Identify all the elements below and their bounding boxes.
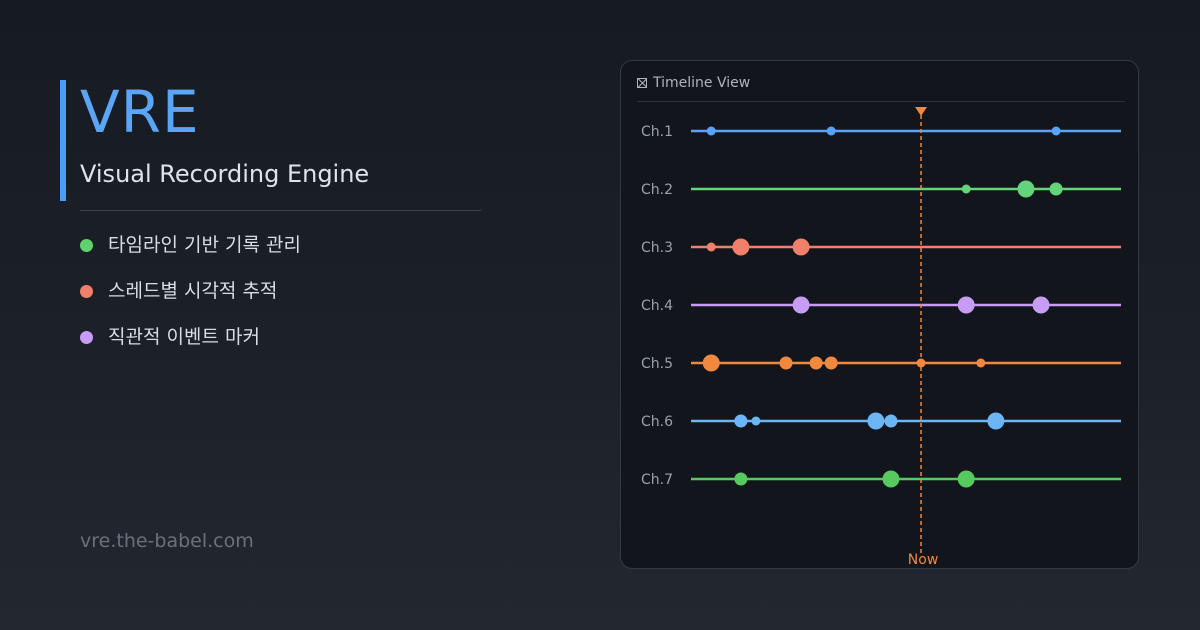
feature-item-event-markers: 직관적 이벤트 마커 [80, 321, 301, 367]
channel-label-3: Ch.3 [641, 240, 673, 256]
timeline-panel: Timeline View Ch.1 Ch.2 Ch.3 Ch.4 Ch.5 Ch.6 Ch… [620, 60, 1139, 569]
channel-label-1: Ch.1 [641, 124, 673, 140]
channel-label-5: Ch.5 [641, 356, 673, 372]
feature-item-timeline: 타임라인 기반 기록 관리 [80, 229, 301, 275]
event-marker-ch6-5 [987, 412, 1005, 430]
event-marker-ch2-1 [961, 184, 971, 194]
app-subtitle: Visual Recording Engine [80, 160, 370, 188]
event-marker-ch5-1 [702, 354, 720, 372]
feature-label: 직관적 이벤트 마커 [108, 326, 260, 348]
app-title: VRE [80, 78, 200, 146]
event-marker-ch5-4 [824, 356, 838, 370]
event-marker-ch1-1 [706, 126, 716, 136]
feature-bullet-icon [80, 331, 93, 344]
event-marker-ch7-1 [734, 472, 748, 486]
section-divider [80, 210, 481, 211]
channel-label-6: Ch.6 [641, 414, 673, 430]
channel-label-7: Ch.7 [641, 472, 673, 488]
event-marker-ch4-2 [957, 296, 975, 314]
event-marker-ch1-3 [1051, 126, 1061, 136]
event-marker-ch4-1 [792, 296, 810, 314]
timeline-panel-header: Timeline View [637, 73, 750, 93]
timeline-panel-title: Timeline View [653, 75, 751, 91]
feature-label: 스레드별 시각적 추적 [108, 280, 278, 302]
event-marker-ch6-2 [751, 416, 761, 426]
now-label: Now [908, 552, 939, 568]
feature-bullet-icon [80, 239, 93, 252]
brand-accent-bar [60, 80, 66, 201]
now-marker-icon [915, 107, 928, 116]
timeline-view-icon [637, 78, 647, 88]
event-marker-ch3-2 [732, 238, 750, 256]
event-marker-ch2-3 [1049, 182, 1063, 196]
event-marker-ch6-3 [867, 412, 885, 430]
feature-item-thread-tracking: 스레드별 시각적 추적 [80, 275, 301, 321]
event-marker-ch5-3 [809, 356, 823, 370]
event-marker-ch7-3 [957, 470, 975, 488]
feature-bullet-icon [80, 285, 93, 298]
event-marker-ch3-3 [792, 238, 810, 256]
event-marker-ch6-1 [734, 414, 748, 428]
channel-label-4: Ch.4 [641, 298, 673, 314]
site-url: vre.the-babel.com [80, 530, 254, 552]
event-marker-ch1-2 [826, 126, 836, 136]
event-marker-ch5-2 [779, 356, 793, 370]
event-marker-ch4-3 [1032, 296, 1050, 314]
timeline-header-divider [637, 101, 1125, 102]
feature-list: 타임라인 기반 기록 관리 스레드별 시각적 추적 직관적 이벤트 마커 [80, 229, 301, 367]
feature-label: 타임라인 기반 기록 관리 [108, 234, 301, 256]
timeline-chart: Ch.1 Ch.2 Ch.3 Ch.4 Ch.5 Ch.6 Ch.7 Now [641, 107, 1121, 568]
event-marker-ch6-4 [884, 414, 898, 428]
event-marker-ch2-2 [1017, 180, 1035, 198]
event-marker-ch5-6 [976, 358, 986, 368]
event-marker-ch7-2 [882, 470, 900, 488]
channel-label-2: Ch.2 [641, 182, 673, 198]
event-marker-ch3-1 [706, 242, 716, 252]
